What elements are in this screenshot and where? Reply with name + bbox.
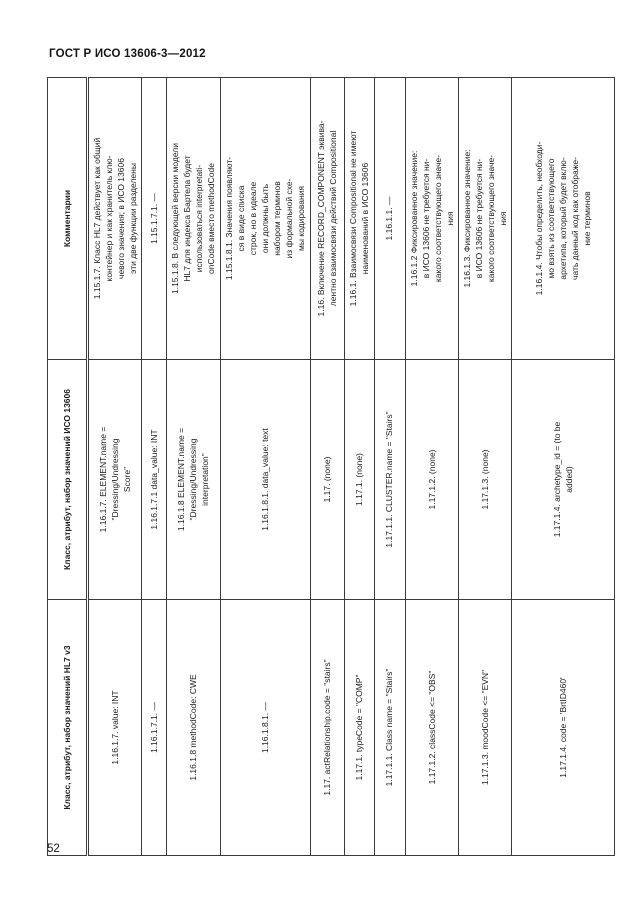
table-row: 1.17.1. typeCode = "COMP" 1.17.1. (none)… xyxy=(344,77,374,856)
cell-hl7: 1.16.1.8 methodCode: CWE xyxy=(166,599,220,856)
cell-hl7: 1.16.1.7.1. — xyxy=(141,599,167,856)
cell-iso: 1.16.1.7. ELEMENT.name = "Dressing/Undre… xyxy=(87,359,142,600)
table-row: 1.17. actRelationship.code = "stairs" 1.… xyxy=(310,77,344,856)
cell-hl7: 1.16.1.8.1. — xyxy=(220,599,310,856)
cell-iso: 1.16.1.8.1. data_value: text xyxy=(220,359,310,600)
standard-number: ГОСТ Р ИСО 13606-3—2012 xyxy=(49,48,206,60)
table-row: 1.17.1.2. classCode <= "OBS" 1.17.1.2. (… xyxy=(405,77,459,856)
cell-comment: 1.16.1.1. — xyxy=(374,77,405,360)
cell-iso: 1.17.1.4. archetype_id = (to be added) xyxy=(511,359,615,600)
cell-iso: 1.17.1. (none) xyxy=(344,359,374,600)
cell-iso: 1.17.1.1. CLUSTER.name = "Stairs" xyxy=(374,359,405,600)
column-header-hl7: Класс, атрибут, набор значений HL7 v3 xyxy=(47,599,88,856)
cell-comment: 1.15.1.8.1. Значения появляют- ся в виде… xyxy=(220,77,310,360)
mapping-table: Класс, атрибут, набор значений HL7 v3 Кл… xyxy=(47,77,615,856)
table-row: 1.17.1.3. moodCode <= "EVN" 1.17.1.3. (n… xyxy=(458,77,512,856)
table-row: 1.17.1.4. code = 'BrtID460' 1.17.1.4. ar… xyxy=(511,77,615,856)
column-header-iso: Класс, атрибут, набор значений ИСО 13606 xyxy=(47,359,88,600)
cell-hl7: 1.16.1.7. value: INT xyxy=(87,599,142,856)
table-row: 1.17.1.1. Class name = "Stairs" 1.17.1.1… xyxy=(374,77,405,856)
cell-comment: 1.16.1. Взаимосвязи Compositional не име… xyxy=(344,77,374,360)
page-header: ГОСТ Р ИСО 13606-3—2012 xyxy=(49,48,206,60)
cell-hl7: 1.17.1. typeCode = "COMP" xyxy=(344,599,374,856)
cell-iso: 1.16.1.7.1 data_value: INT xyxy=(141,359,167,600)
cell-hl7: 1.17. actRelationship.code = "stairs" xyxy=(310,599,344,856)
cell-comment: 1.16.1.3. Фиксированное значение: в ИСО … xyxy=(458,77,512,360)
cell-iso: 1.17. (none) xyxy=(310,359,344,600)
table-row: 1.16.1.7.1. — 1.16.1.7.1 data_value: INT… xyxy=(141,77,167,856)
cell-hl7: 1.17.1.3. moodCode <= "EVN" xyxy=(458,599,512,856)
cell-comment: 1.15.1.8. В следующей версии модели HL7 … xyxy=(166,77,220,360)
cell-comment: 1.15.1.7.1. — xyxy=(141,77,167,360)
cell-comment: 1.16.1.4. Чтобы определить, необходи- мо… xyxy=(511,77,615,360)
cell-comment: 1.16. Включение RECORD_COMPONENT эквива-… xyxy=(310,77,344,360)
cell-hl7: 1.17.1.4. code = 'BrtID460' xyxy=(511,599,615,856)
page-number: 52 xyxy=(47,843,60,855)
cell-iso: 1.17.1.2. (none) xyxy=(405,359,459,600)
cell-hl7: 1.17.1.1. Class name = "Stairs" xyxy=(374,599,405,856)
cell-iso: 1.17.1.3. (none) xyxy=(458,359,512,600)
rotated-table-container: Класс, атрибут, набор значений HL7 v3 Кл… xyxy=(47,77,615,856)
table-row: 1.16.1.7. value: INT 1.16.1.7. ELEMENT.n… xyxy=(87,77,142,856)
table-row: 1.16.1.8 methodCode: CWE 1.16.1.8 ELEMEN… xyxy=(166,77,220,856)
cell-comment: 1.16.1.2 Фиксированное значение: в ИСО 1… xyxy=(405,77,459,360)
cell-hl7: 1.17.1.2. classCode <= "OBS" xyxy=(405,599,459,856)
cell-iso: 1.16.1.8 ELEMENT.name = "Dressing/Undres… xyxy=(166,359,220,600)
table-header-row: Класс, атрибут, набор значений HL7 v3 Кл… xyxy=(47,77,88,856)
table-row: 1.16.1.8.1. — 1.16.1.8.1. data_value: te… xyxy=(220,77,310,856)
column-header-comments: Комментарии xyxy=(47,77,88,360)
cell-comment: 1.15.1.7. Класс HL7 действует как общий … xyxy=(87,77,142,360)
